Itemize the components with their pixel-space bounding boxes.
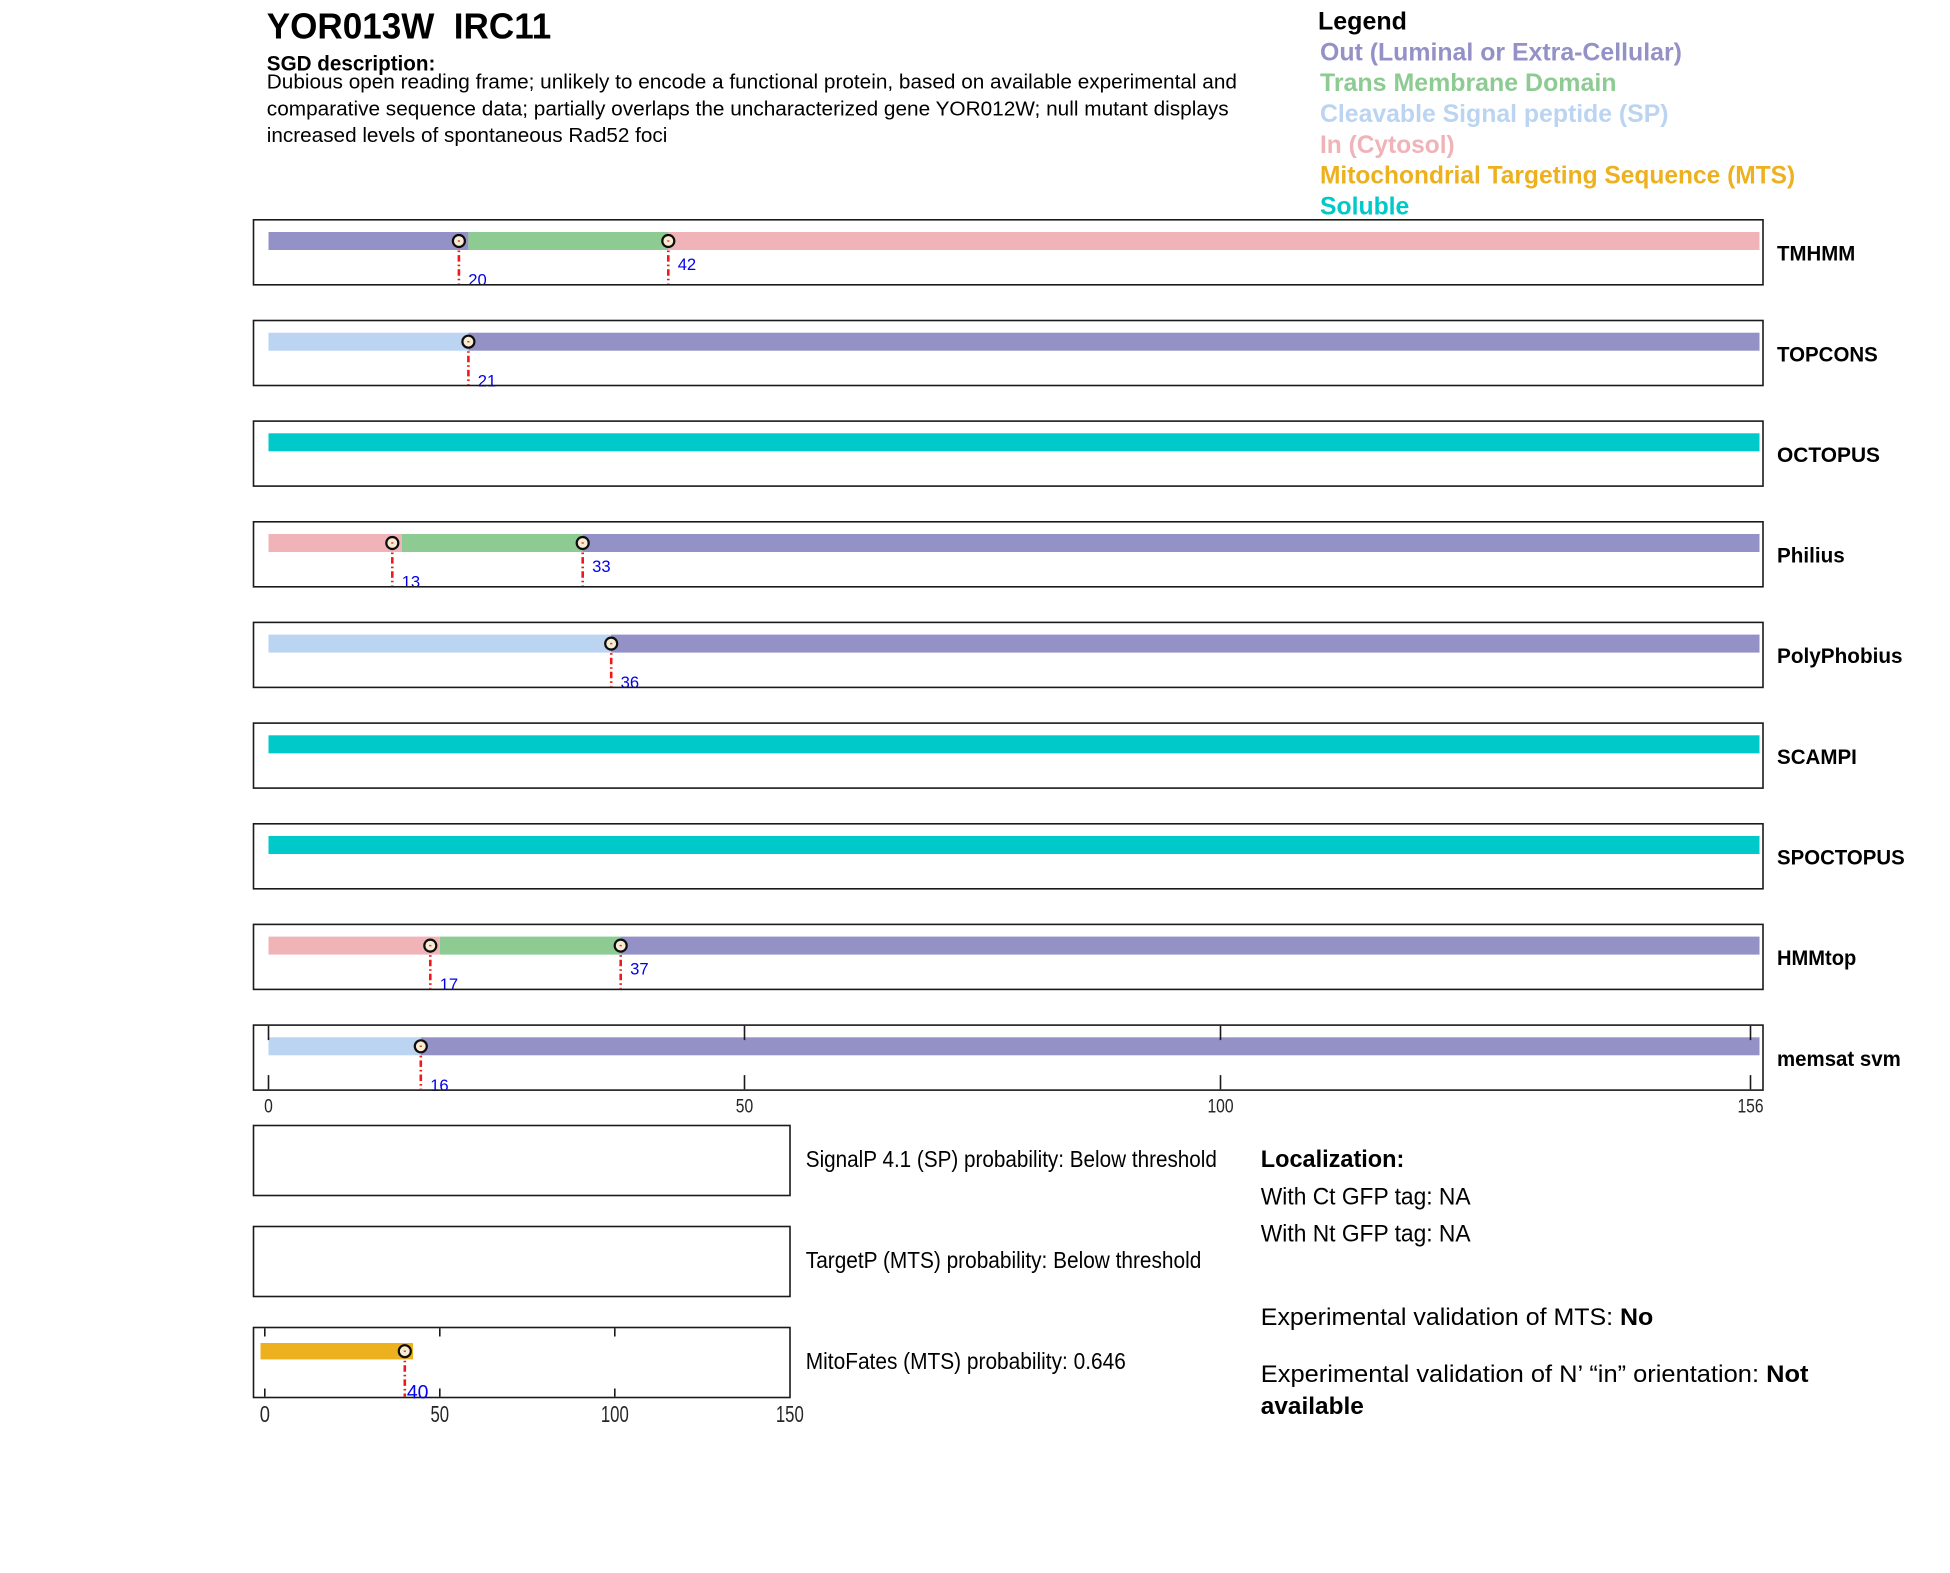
svg-text:40: 40: [407, 1383, 429, 1404]
svg-text:SGD description:: SGD description:: [267, 51, 436, 76]
svg-text:156: 156: [1737, 1095, 1763, 1117]
svg-text:MitoFates (MTS) probability: 0: MitoFates (MTS) probability: 0.646: [806, 1348, 1126, 1374]
svg-text:SPOCTOPUS: SPOCTOPUS: [1777, 846, 1905, 870]
svg-text:PolyPhobius: PolyPhobius: [1777, 644, 1903, 668]
svg-text:With Ct GFP tag: NA: With Ct GFP tag: NA: [1261, 1183, 1471, 1210]
svg-text:150: 150: [776, 1401, 804, 1427]
svg-text:50: 50: [431, 1401, 450, 1427]
svg-text:36: 36: [621, 673, 640, 692]
svg-text:100: 100: [601, 1401, 629, 1427]
svg-text:Cleavable Signal peptide (SP): Cleavable Signal peptide (SP): [1320, 100, 1669, 128]
svg-text:42: 42: [678, 255, 697, 274]
svg-text:OCTOPUS: OCTOPUS: [1777, 443, 1880, 467]
svg-text:With Nt GFP tag: NA: With Nt GFP tag: NA: [1261, 1221, 1471, 1248]
svg-text:0: 0: [260, 1401, 270, 1427]
svg-text:50: 50: [736, 1095, 753, 1117]
svg-text:Localization:: Localization:: [1261, 1146, 1405, 1173]
svg-text:TargetP (MTS) probability: Bel: TargetP (MTS) probability: Below thresho…: [806, 1247, 1202, 1273]
svg-text:HMMtop: HMMtop: [1777, 946, 1856, 970]
svg-text:SignalP 4.1 (SP) probability:: SignalP 4.1 (SP) probability: Below thre…: [806, 1146, 1217, 1172]
svg-text:13: 13: [402, 573, 421, 592]
svg-text:In (Cytosol): In (Cytosol): [1320, 131, 1455, 159]
svg-text:SCAMPI: SCAMPI: [1777, 745, 1857, 769]
svg-text:20: 20: [468, 271, 487, 290]
svg-text:Out (Luminal or Extra-Cellular: Out (Luminal or Extra-Cellular): [1320, 38, 1682, 66]
svg-text:Trans Membrane Domain: Trans Membrane Domain: [1320, 69, 1617, 97]
svg-text:No: No: [1620, 1304, 1653, 1331]
svg-text:100: 100: [1207, 1095, 1233, 1117]
svg-text:Not: Not: [1766, 1361, 1808, 1388]
svg-text:increased levels of spontaneou: increased levels of spontaneous Rad52 fo…: [267, 124, 668, 147]
svg-text:0: 0: [264, 1095, 273, 1117]
svg-text:16: 16: [430, 1076, 449, 1095]
svg-text:memsat svm: memsat svm: [1777, 1047, 1901, 1071]
svg-text:YOR013W IRC11: YOR013W IRC11: [267, 6, 552, 47]
svg-text:17: 17: [440, 975, 459, 994]
svg-text:Dubious open reading frame; un: Dubious open reading frame; unlikely to …: [267, 71, 1237, 94]
svg-text:available: available: [1261, 1393, 1364, 1420]
svg-text:comparative sequence data; par: comparative sequence data; partially ove…: [267, 97, 1229, 120]
svg-text:Mitochondrial Targeting Sequen: Mitochondrial Targeting Sequence (MTS): [1320, 162, 1795, 190]
svg-text:Soluble: Soluble: [1320, 193, 1409, 221]
svg-text:Experimental validation of MTS: Experimental validation of MTS:: [1261, 1304, 1620, 1331]
svg-text:Experimental validation of N’: Experimental validation of N’ “in” orien…: [1261, 1361, 1766, 1388]
svg-text:37: 37: [630, 959, 649, 978]
svg-text:TMHMM: TMHMM: [1777, 242, 1855, 266]
svg-text:TOPCONS: TOPCONS: [1777, 342, 1878, 366]
svg-text:33: 33: [592, 557, 611, 576]
svg-text:Philius: Philius: [1777, 544, 1845, 568]
svg-text:21: 21: [478, 371, 497, 390]
svg-text:Legend: Legend: [1318, 7, 1407, 35]
